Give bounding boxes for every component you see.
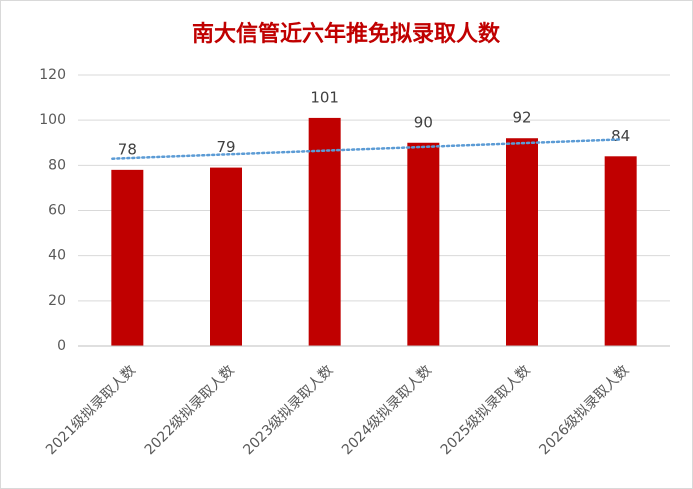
- value-label: 78: [118, 140, 137, 158]
- y-tick-label: 20: [48, 293, 66, 309]
- bar: [604, 156, 637, 346]
- y-tick-label: 120: [39, 67, 66, 83]
- chart-title: 南大信管近六年推免拟录取人数: [192, 21, 501, 47]
- trendline: [111, 138, 622, 160]
- bar: [210, 167, 242, 346]
- value-label: 79: [216, 138, 235, 156]
- y-tick-label: 40: [48, 248, 66, 264]
- y-tick-label: 100: [39, 112, 66, 128]
- bar: [407, 142, 440, 346]
- y-tick-label: 60: [48, 203, 66, 219]
- bar: [111, 169, 144, 346]
- y-tick-label: 80: [48, 157, 66, 173]
- value-label: 90: [414, 113, 433, 131]
- bar: [506, 138, 538, 346]
- value-label: 84: [611, 127, 630, 145]
- value-label: 92: [512, 109, 531, 127]
- y-tick-label: 0: [57, 338, 66, 354]
- value-label: 101: [310, 88, 339, 106]
- bar: [308, 117, 341, 347]
